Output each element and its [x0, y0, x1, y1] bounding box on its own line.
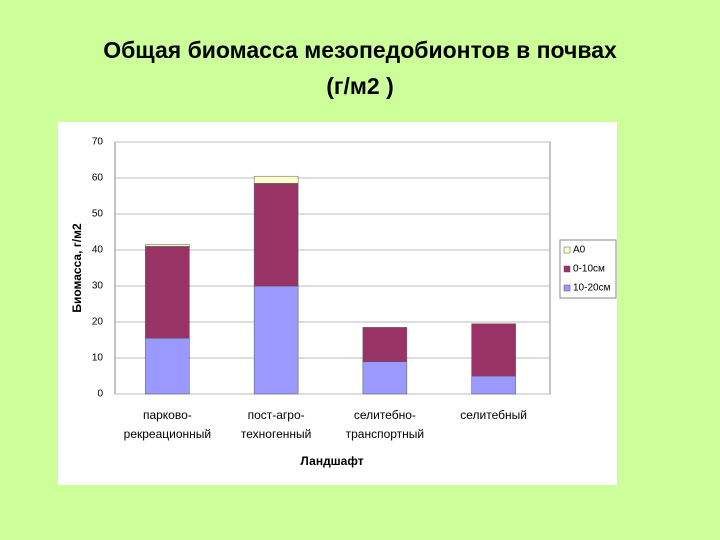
- x-tick-label: пост-агро-: [248, 408, 305, 422]
- y-tick-label: 30: [92, 281, 104, 292]
- legend-swatch: [563, 246, 571, 254]
- y-axis-label: Биомасса, г/м2: [70, 223, 84, 313]
- bar-segment: [362, 327, 408, 362]
- y-tick-label: 0: [97, 389, 103, 400]
- bar-segment: [362, 361, 408, 395]
- bar-segment: [145, 337, 190, 395]
- bar-segment: [253, 175, 299, 184]
- bar-segment: [471, 375, 516, 395]
- y-tick-label: 50: [92, 209, 104, 220]
- legend-label: А0: [573, 245, 586, 256]
- x-axis-label: Ландшафт: [300, 454, 363, 468]
- y-tick-label: 40: [92, 245, 104, 256]
- bar-segment: [471, 323, 516, 377]
- x-tick-label: техногенный: [241, 427, 311, 441]
- y-tick-label: 10: [92, 353, 104, 364]
- title-line: Общая биомасса мезопедобионтов в почвах: [103, 37, 617, 63]
- x-tick-label: селитебный: [460, 408, 527, 422]
- bar-segment: [145, 246, 190, 339]
- legend-swatch: [563, 265, 571, 273]
- y-tick-label: 60: [92, 173, 104, 184]
- bar-segment: [253, 285, 299, 395]
- x-tick-label: парково-: [143, 408, 192, 422]
- x-tick-label: рекреационный: [124, 427, 211, 441]
- legend-swatch: [563, 284, 571, 292]
- legend-label: 10-20см: [573, 283, 611, 294]
- x-tick-label: селитебно-: [354, 408, 416, 422]
- title-line: (г/м2 ): [326, 73, 393, 99]
- bar-segment: [145, 244, 190, 247]
- legend-label: 0-10см: [573, 264, 605, 275]
- x-tick-label: транспортный: [346, 427, 425, 441]
- y-tick-label: 70: [92, 137, 104, 148]
- y-tick-label: 20: [92, 317, 104, 328]
- bar-segment: [253, 183, 299, 287]
